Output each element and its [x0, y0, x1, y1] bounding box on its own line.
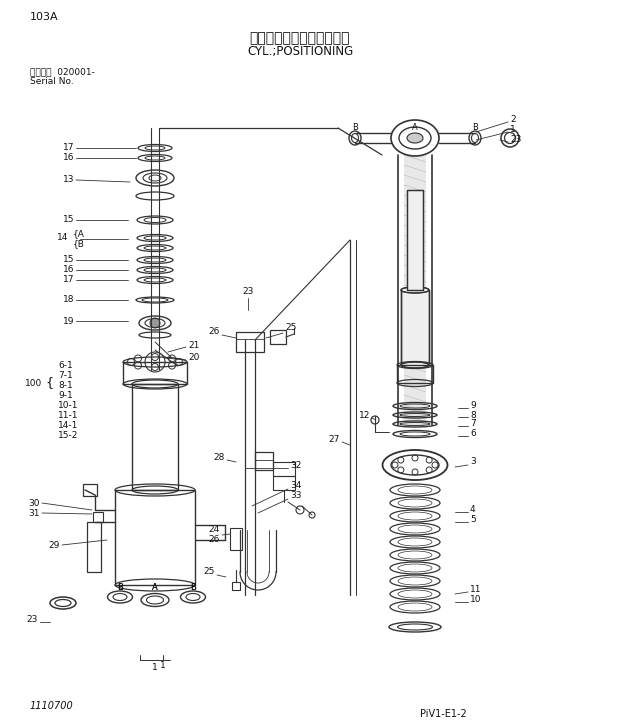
Text: 16: 16	[63, 266, 74, 274]
Text: 31: 31	[29, 508, 40, 518]
Text: 18: 18	[63, 295, 74, 305]
Ellipse shape	[401, 362, 429, 368]
Text: {A: {A	[73, 230, 85, 238]
Bar	[273, 462, 295, 476]
Text: 19: 19	[63, 316, 74, 326]
Text: 34: 34	[290, 481, 301, 490]
Bar	[87, 522, 101, 572]
Text: 100: 100	[25, 379, 42, 387]
Text: 14: 14	[56, 234, 68, 243]
Text: A: A	[412, 122, 418, 132]
Text: 17: 17	[63, 276, 74, 285]
Text: 13: 13	[63, 175, 74, 185]
Text: 29: 29	[48, 541, 60, 550]
Text: 23: 23	[27, 615, 38, 625]
Bar	[132, 384, 178, 490]
Text: 1: 1	[152, 663, 158, 673]
Ellipse shape	[401, 287, 429, 293]
Text: A: A	[152, 584, 158, 592]
Text: 27: 27	[329, 436, 340, 445]
Text: 11-1: 11-1	[58, 411, 79, 421]
Text: 8-1: 8-1	[58, 382, 73, 390]
Text: 10-1: 10-1	[58, 402, 79, 411]
Text: 7-1: 7-1	[58, 371, 73, 381]
Text: 25: 25	[203, 568, 215, 576]
Text: 1: 1	[510, 125, 516, 135]
Text: 20: 20	[188, 353, 200, 363]
Text: B: B	[117, 584, 123, 592]
Text: 12: 12	[358, 411, 370, 421]
Text: 25: 25	[285, 324, 296, 332]
Text: B: B	[190, 584, 196, 592]
Text: 26: 26	[208, 327, 220, 337]
Text: シリンダ；ボジショニング: シリンダ；ボジショニング	[250, 31, 350, 45]
Text: 適用号機  020001-: 適用号機 020001-	[30, 67, 95, 77]
Text: 9-1: 9-1	[58, 392, 73, 400]
Text: 3: 3	[470, 458, 476, 466]
Text: 10: 10	[470, 596, 482, 605]
Text: 33: 33	[290, 492, 301, 500]
Text: {B: {B	[73, 240, 85, 248]
Text: 23: 23	[510, 135, 521, 145]
Bar	[236, 332, 264, 352]
Bar	[397, 365, 433, 383]
Bar	[270, 330, 286, 344]
Bar	[255, 452, 273, 470]
Text: 17: 17	[63, 143, 74, 153]
Bar	[232, 582, 240, 590]
Text: 30: 30	[29, 499, 40, 508]
Text: 4: 4	[470, 505, 476, 515]
Bar	[407, 190, 423, 290]
Text: Serial No.: Serial No.	[30, 77, 74, 86]
Text: PiV1-E1-2: PiV1-E1-2	[420, 709, 467, 719]
Bar	[404, 155, 426, 425]
Text: 16: 16	[63, 153, 74, 162]
Text: 24: 24	[209, 526, 220, 534]
Text: 7: 7	[470, 419, 476, 429]
Text: 2: 2	[510, 116, 516, 125]
Text: 1: 1	[160, 662, 166, 670]
Text: 32: 32	[290, 461, 301, 471]
Text: 26: 26	[208, 536, 220, 544]
Circle shape	[150, 318, 160, 328]
Text: {: {	[45, 376, 53, 390]
Text: 15-2: 15-2	[58, 432, 78, 440]
Bar	[401, 290, 429, 365]
Text: 6-1: 6-1	[58, 361, 73, 371]
Text: B: B	[117, 584, 123, 592]
Text: 14-1: 14-1	[58, 421, 78, 431]
Bar	[401, 290, 429, 365]
Text: 15: 15	[63, 216, 74, 224]
Text: B: B	[352, 122, 358, 132]
Bar	[123, 362, 187, 384]
Text: 103A: 103A	[30, 12, 59, 22]
Text: 1110700: 1110700	[30, 701, 74, 711]
Text: B: B	[190, 584, 196, 592]
Text: 21: 21	[188, 340, 200, 350]
Text: 6: 6	[470, 429, 476, 439]
Text: 28: 28	[214, 453, 225, 463]
Bar	[230, 528, 242, 550]
Text: 15: 15	[63, 256, 74, 264]
Text: 5: 5	[470, 515, 476, 524]
Text: B: B	[472, 122, 478, 132]
Text: 8: 8	[470, 411, 476, 419]
Text: 23: 23	[242, 287, 254, 297]
Bar	[115, 490, 195, 585]
Text: 11: 11	[470, 586, 482, 594]
Text: 9: 9	[470, 402, 476, 411]
Bar	[83, 484, 97, 496]
Text: A: A	[152, 584, 158, 592]
Ellipse shape	[407, 133, 423, 143]
Text: CYL.;POSITIONING: CYL.;POSITIONING	[247, 46, 353, 59]
Bar	[273, 476, 295, 490]
Bar	[93, 512, 103, 522]
Bar	[407, 190, 423, 290]
